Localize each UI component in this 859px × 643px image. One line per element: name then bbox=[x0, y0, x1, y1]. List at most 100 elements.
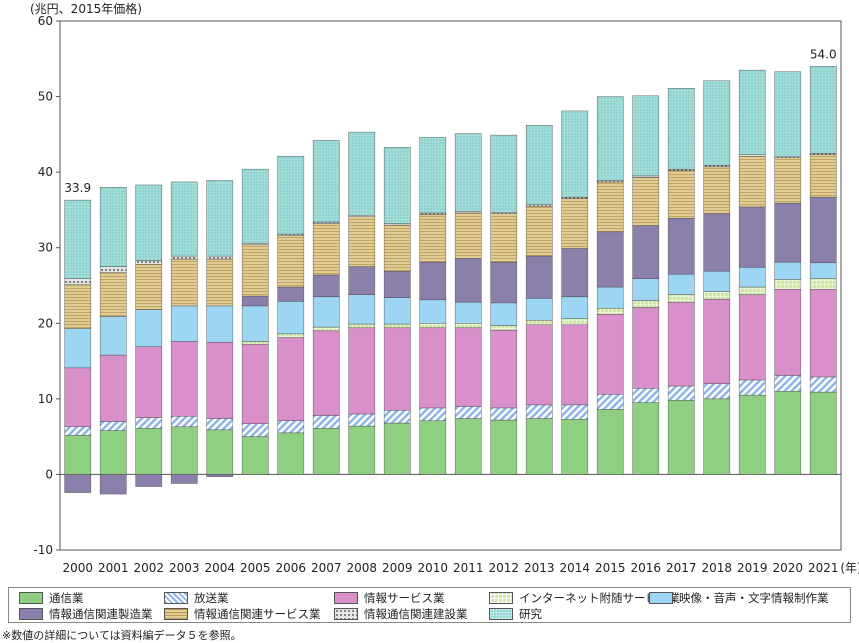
x-tick-label: 2016 bbox=[630, 561, 661, 575]
bar-segment-2 bbox=[170, 341, 198, 417]
bar-segment-0 bbox=[596, 409, 624, 475]
bar-segment-7 bbox=[561, 196, 589, 199]
bar-segment-8 bbox=[206, 180, 234, 257]
x-tick-label: 2020 bbox=[772, 561, 803, 575]
bar-segment-6 bbox=[64, 284, 92, 329]
bar-segment-5 bbox=[490, 261, 518, 304]
bar-segment-0 bbox=[703, 398, 731, 475]
bar-segment-5 bbox=[454, 258, 482, 303]
bar-segment-3 bbox=[277, 333, 305, 338]
bar-segment-1 bbox=[703, 383, 731, 400]
bar-segment-8 bbox=[632, 95, 660, 177]
bar-segment-2 bbox=[99, 354, 127, 422]
bar-segment-5 bbox=[241, 295, 269, 307]
bar-segment-8 bbox=[64, 199, 92, 279]
bar-segment-7 bbox=[277, 233, 305, 236]
bar-segment-1 bbox=[561, 404, 589, 420]
bar-segment-8 bbox=[561, 110, 589, 198]
bar-segment-7 bbox=[596, 180, 624, 183]
bar-segment-5 bbox=[348, 266, 376, 295]
x-tick-label: 2004 bbox=[204, 561, 235, 575]
x-tick-label: 2019 bbox=[737, 561, 768, 575]
bar-segment-8 bbox=[277, 156, 305, 235]
legend-label: インターネット附随サービス業 bbox=[519, 591, 680, 605]
bar-segment-3 bbox=[348, 323, 376, 329]
bar-segment-0 bbox=[774, 391, 802, 475]
bar-segment-2 bbox=[206, 341, 234, 419]
bar-segment-1 bbox=[525, 404, 553, 419]
bar-segment-7 bbox=[703, 165, 731, 168]
bar-segment-0 bbox=[525, 418, 553, 475]
bar-segment-7 bbox=[99, 266, 127, 273]
bar-segment-0 bbox=[738, 394, 766, 475]
y-tick-label: 10 bbox=[38, 392, 53, 406]
bar-segment-1 bbox=[667, 385, 695, 401]
x-tick-label: 2007 bbox=[311, 561, 342, 575]
bar-segment-5 bbox=[170, 474, 198, 484]
total-annotation: 33.9 bbox=[64, 181, 91, 195]
bar-segment-2 bbox=[561, 324, 589, 406]
bar-segment-8 bbox=[419, 137, 447, 214]
bar-segment-2 bbox=[703, 298, 731, 384]
bar-segment-6 bbox=[383, 224, 411, 272]
bar-segment-4 bbox=[809, 262, 837, 279]
bar-segment-4 bbox=[206, 305, 234, 343]
bar-segment-4 bbox=[738, 267, 766, 288]
bar-segment-7 bbox=[348, 215, 376, 217]
bar-segment-5 bbox=[667, 218, 695, 275]
bar-segment-5 bbox=[738, 206, 766, 268]
legend-item: 映像・音声・文字情報制作業 bbox=[649, 590, 829, 606]
bar-segment-6 bbox=[596, 181, 624, 233]
legend-swatch bbox=[19, 592, 43, 604]
bar-segment-3 bbox=[703, 291, 731, 300]
bar-segment-2 bbox=[383, 327, 411, 411]
bar-segment-2 bbox=[64, 367, 92, 428]
legend-swatch bbox=[19, 608, 43, 620]
bar-segment-7 bbox=[667, 168, 695, 171]
legend-label: 通信業 bbox=[49, 591, 84, 605]
bar-segment-6 bbox=[170, 258, 198, 307]
bar-segment-8 bbox=[99, 187, 127, 267]
bar-segment-0 bbox=[667, 400, 695, 475]
x-tick-label: 2002 bbox=[133, 561, 164, 575]
bar-segment-3 bbox=[561, 318, 589, 325]
bar-segment-1 bbox=[170, 416, 198, 428]
bar-segment-6 bbox=[454, 212, 482, 259]
bar-segment-7 bbox=[774, 156, 802, 158]
bar-segment-4 bbox=[99, 316, 127, 356]
bar-segment-3 bbox=[241, 341, 269, 345]
bar-segment-4 bbox=[774, 261, 802, 280]
unit-label: (兆円、2015年価格) bbox=[30, 2, 142, 16]
bar-segment-2 bbox=[490, 329, 518, 409]
bar-segment-1 bbox=[738, 379, 766, 396]
bar-segment-4 bbox=[64, 328, 92, 369]
bar-segment-3 bbox=[596, 307, 624, 315]
bar-segment-6 bbox=[348, 216, 376, 267]
bar-segment-8 bbox=[738, 69, 766, 155]
bar-segment-4 bbox=[348, 294, 376, 325]
bar-segment-8 bbox=[170, 181, 198, 257]
y-tick-label: 20 bbox=[38, 316, 53, 330]
bar-segment-3 bbox=[383, 323, 411, 329]
bar-segment-5 bbox=[419, 261, 447, 301]
y-tick-label: 50 bbox=[38, 90, 53, 104]
bar-segment-1 bbox=[632, 388, 660, 403]
bar-segment-2 bbox=[738, 294, 766, 381]
bar-segment-8 bbox=[667, 88, 695, 170]
bar-segment-4 bbox=[312, 296, 340, 328]
bar-segment-0 bbox=[348, 425, 376, 475]
bar-segment-5 bbox=[206, 474, 234, 477]
bar-segment-1 bbox=[809, 376, 837, 393]
bar-segment-1 bbox=[206, 418, 234, 431]
bar-segment-8 bbox=[596, 96, 624, 181]
bar-segment-5 bbox=[277, 286, 305, 302]
y-tick-label: 60 bbox=[38, 14, 53, 28]
total-annotation: 54.0 bbox=[810, 47, 837, 61]
x-tick-label: 2018 bbox=[701, 561, 732, 575]
bar-segment-8 bbox=[454, 133, 482, 212]
bar-segment-7 bbox=[135, 260, 163, 265]
legend-item: 情報通信関連建設業 bbox=[334, 606, 468, 622]
bar-segment-6 bbox=[312, 223, 340, 276]
bar-segment-4 bbox=[667, 273, 695, 295]
bar-segment-0 bbox=[561, 419, 589, 475]
